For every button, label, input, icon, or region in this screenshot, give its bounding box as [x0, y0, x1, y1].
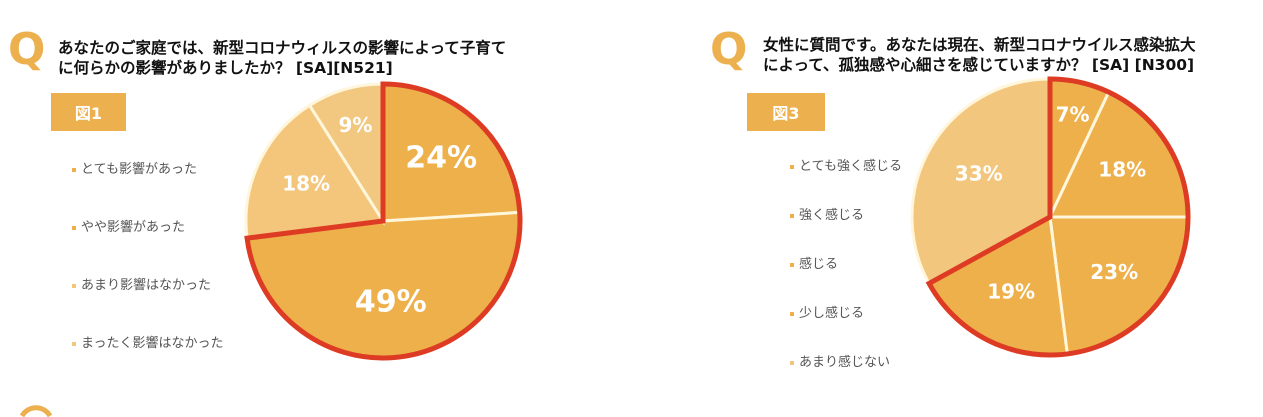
- legend-bullet-icon: [72, 283, 76, 288]
- highlight-outline: [925, 76, 1191, 358]
- data-label: 33%: [955, 161, 1003, 185]
- legend-label: あまり影響はなかった: [81, 278, 212, 293]
- legend-bullet-icon: [790, 164, 794, 169]
- legend-label: とても影響があった: [81, 162, 197, 177]
- data-label: 24%: [405, 141, 477, 176]
- legend-item: 少し感じる: [790, 302, 864, 321]
- legend-bullet-icon: [790, 262, 794, 267]
- chart2-title-line: によって、孤独感や心細さを感じていますか？ [SA] [N300]: [763, 56, 1195, 74]
- legend-item: 感じる: [790, 253, 838, 272]
- legend-label: 感じる: [799, 257, 839, 272]
- legend-label: やや影響があった: [81, 220, 186, 235]
- legend-bullet-icon: [790, 213, 794, 218]
- legend-bullet-icon: [790, 311, 794, 316]
- chart2-figure-label: 図3: [747, 93, 825, 131]
- chart1-title-line: あなたのご家庭では、新型コロナウィルスの影響によって子育て: [58, 39, 507, 57]
- legend-label: まったく影響はなかった: [81, 336, 224, 351]
- chart1-figure-label: 図1: [51, 93, 126, 131]
- legend-item: とても強く感じる: [790, 155, 902, 174]
- data-label: 19%: [987, 280, 1035, 304]
- legend-bullet-icon: [72, 341, 76, 346]
- data-label: 18%: [1098, 158, 1146, 182]
- legend-item: あまり影響はなかった: [72, 274, 211, 293]
- pie-slice: [910, 77, 1052, 286]
- highlight-outline: [244, 81, 523, 361]
- legend-bullet-icon: [790, 360, 794, 365]
- data-label: 9%: [338, 113, 372, 137]
- data-label: 18%: [282, 171, 330, 195]
- data-label: 7%: [1056, 102, 1090, 126]
- question-icon: Q: [710, 24, 748, 75]
- legend-label: 強く感じる: [799, 208, 865, 223]
- legend-label: あまり感じない: [799, 355, 891, 370]
- legend-item: まったく影響はなかった: [72, 332, 223, 351]
- chart1-title: あなたのご家庭では、新型コロナウィルスの影響によって子育て に何らかの影響があり…: [58, 38, 506, 78]
- legend-bullet-icon: [72, 167, 76, 172]
- legend-bullet-icon: [72, 225, 76, 230]
- legend-label: とても強く感じる: [799, 159, 902, 174]
- legend-item: やや影響があった: [72, 216, 185, 235]
- legend-item: 強く感じる: [790, 204, 864, 223]
- question-icon: Q: [8, 24, 46, 75]
- next-question-icon-partial: [19, 405, 53, 417]
- legend-label: 少し感じる: [799, 306, 865, 321]
- legend-item: とても影響があった: [72, 158, 197, 177]
- pie-slice: [244, 103, 386, 240]
- chart2-title: 女性に質問です。あなたは現在、新型コロナウイルス感染拡大 によって、孤独感や心細…: [763, 35, 1195, 75]
- data-label: 49%: [355, 284, 427, 319]
- data-label: 23%: [1090, 260, 1138, 284]
- chart1-title-line: に何らかの影響がありましたか？ [SA][N521]: [58, 59, 393, 77]
- legend-item: あまり感じない: [790, 351, 890, 370]
- chart2-title-line: 女性に質問です。あなたは現在、新型コロナウイルス感染拡大: [763, 36, 1196, 54]
